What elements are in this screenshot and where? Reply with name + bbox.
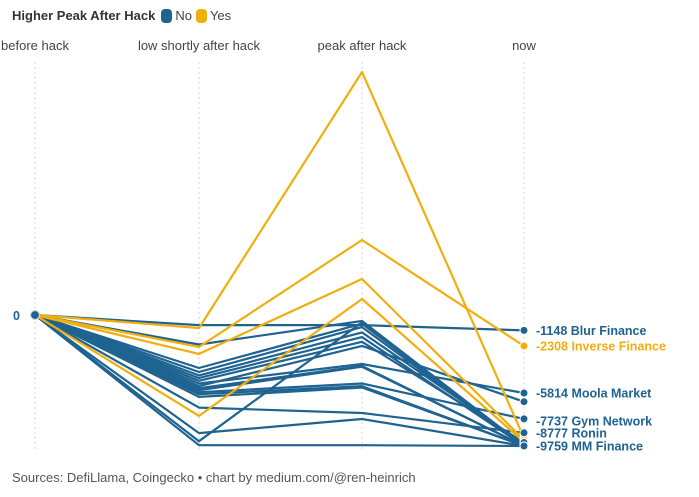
end-dot xyxy=(519,397,529,407)
series-line xyxy=(34,313,525,445)
legend-label-yes: Yes xyxy=(209,8,232,23)
series-line xyxy=(34,314,525,447)
end-dot xyxy=(519,388,529,398)
end-label: -5814 Moola Market xyxy=(536,387,652,401)
endpoint-dots xyxy=(29,309,529,451)
legend-swatch-no xyxy=(161,8,173,23)
end-label: -9759 MM Finance xyxy=(536,440,643,454)
series-line xyxy=(34,314,525,448)
series-line xyxy=(34,313,525,444)
end-dot xyxy=(519,341,529,351)
source-note: Sources: DefiLlama, Coingecko • chart by… xyxy=(12,470,416,485)
end-dot xyxy=(519,441,529,451)
series-line xyxy=(34,297,525,443)
series-line xyxy=(34,313,525,395)
series-line xyxy=(34,314,525,448)
end-dot xyxy=(519,325,529,335)
end-dot xyxy=(519,414,529,424)
legend-title: Higher Peak After Hack xyxy=(12,8,156,23)
series-line xyxy=(34,314,525,434)
legend: Higher Peak After Hack No Yes xyxy=(12,8,235,23)
end-label: -8777 Ronin xyxy=(536,426,607,440)
end-label: -1148 Blur Finance xyxy=(536,324,647,338)
end-label: -2308 Inverse Finance xyxy=(536,340,666,354)
series-line xyxy=(34,238,525,348)
end-dot xyxy=(519,428,529,438)
column-label: before hack xyxy=(1,38,69,53)
column-label: peak after hack xyxy=(318,38,407,53)
series-line xyxy=(34,277,525,441)
series-group-yes xyxy=(34,70,526,443)
series-group-no xyxy=(34,313,525,448)
series-line xyxy=(34,313,525,447)
series-line xyxy=(34,314,525,448)
end-labels: -1148 Blur Finance -2308 Inverse Finance -… xyxy=(536,324,666,454)
column-labels: before hack low shortly after hack peak af… xyxy=(1,38,536,53)
y-tick-label-zero: 0 xyxy=(13,309,20,323)
column-label: now xyxy=(512,38,536,53)
legend-label-no: No xyxy=(175,8,192,23)
series-line xyxy=(34,70,526,439)
legend-swatch-yes xyxy=(195,8,207,23)
start-dot xyxy=(29,309,41,321)
series-line xyxy=(34,313,525,332)
end-label: -7737 Gym Network xyxy=(536,414,652,428)
column-label: low shortly after hack xyxy=(138,38,261,53)
